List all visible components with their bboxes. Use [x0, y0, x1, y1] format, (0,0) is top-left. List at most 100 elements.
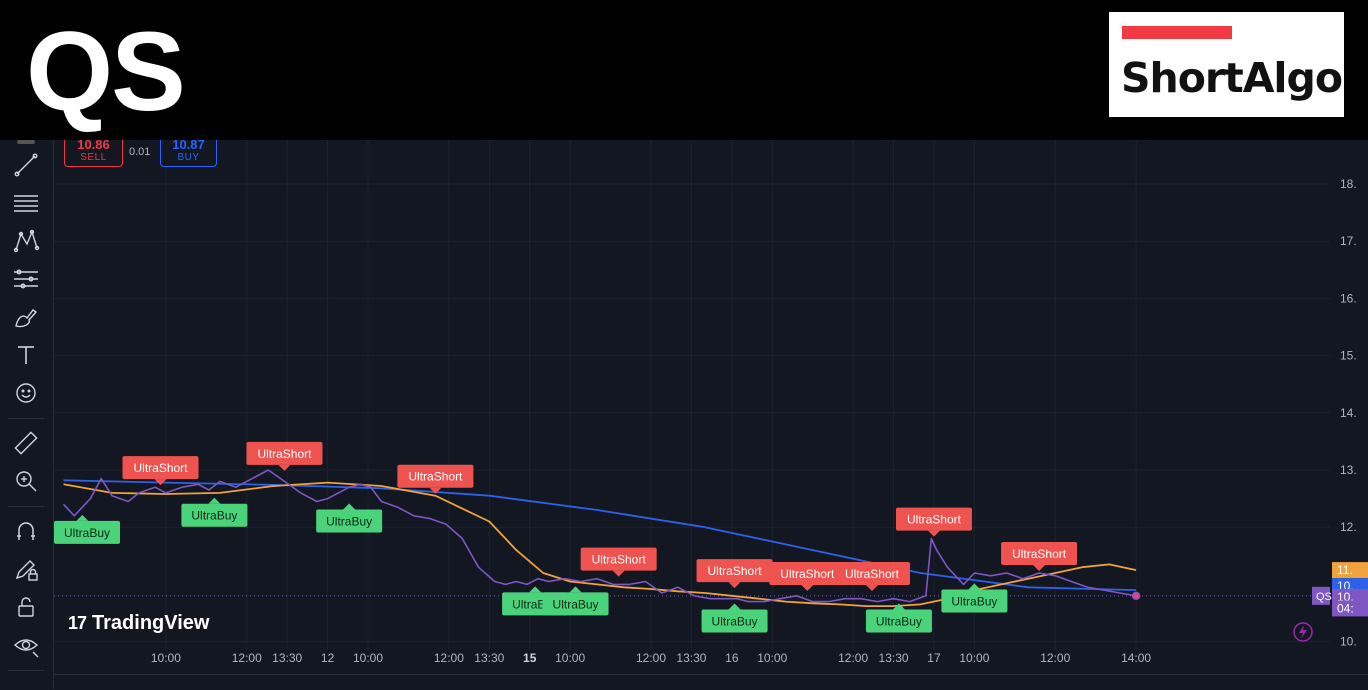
chart-signals: UltraBuy UltraShort UltraBuy UltraShort Ultr…: [54, 441, 1078, 633]
lightning-icon[interactable]: [1290, 620, 1316, 644]
toolbar-divider: [8, 670, 44, 671]
lock-drawing-icon[interactable]: [11, 554, 41, 584]
x-tick-label: 12:00: [434, 651, 464, 665]
ticker-symbol: QS: [26, 9, 186, 134]
x-tick-label: 10:00: [151, 651, 181, 665]
signal-label: UltraShort: [708, 564, 763, 578]
y-tick-label: 17.: [1340, 234, 1357, 248]
x-tick-label: 13:30: [272, 651, 302, 665]
signal-arrow: [612, 570, 625, 577]
signal-label: UltraShort: [845, 567, 900, 581]
price-scale-labels: 11.10.10.04:QS: [1312, 562, 1368, 617]
signal-box: [397, 464, 474, 488]
brush-icon[interactable]: [11, 302, 41, 332]
signal-arrow: [1033, 564, 1046, 571]
bottom-toolbar: [54, 674, 1368, 690]
signal-arrow: [801, 584, 814, 591]
price-label-text: 04:: [1337, 601, 1354, 615]
qs-label-box: [1312, 586, 1330, 605]
signal-label: UltraShort: [257, 447, 312, 461]
signal-box: [54, 520, 120, 544]
y-tick-label: 12.: [1340, 520, 1357, 534]
y-tick-label: 10.: [1340, 635, 1357, 649]
price-chart[interactable]: UltraBuy UltraShort UltraBuy UltraShort Ultr…: [54, 140, 1368, 674]
buy-price: 10.87: [172, 137, 205, 152]
x-tick-label: 16: [725, 651, 739, 665]
price-label-text: 11.: [1337, 563, 1353, 577]
signal-label: UltraBuy: [712, 615, 758, 629]
zoom-in-icon[interactable]: [11, 466, 41, 496]
sell-button[interactable]: 10.86 SELL: [64, 137, 123, 167]
signal-box: [833, 561, 910, 585]
signal-box: [580, 547, 657, 571]
x-tick-label: 12:00: [1040, 651, 1070, 665]
x-tick-label: 10:00: [757, 651, 787, 665]
x-tick-label: 13:30: [676, 651, 706, 665]
ultrabuy-signal: UltraBuy: [181, 497, 248, 527]
ultrabuy-signal: UltraBuy: [701, 603, 768, 633]
ultrashort-signal: UltraShort: [1001, 541, 1078, 571]
y-tick-label: 13.: [1340, 463, 1357, 477]
buy-button[interactable]: 10.87 BUY: [160, 137, 217, 167]
qs-label-text: QS: [1316, 591, 1332, 603]
eye-icon[interactable]: [11, 630, 41, 660]
ultrabuy-signal: UltraBuy: [54, 514, 120, 544]
signal-box: [865, 609, 932, 633]
y-tick-label: 15.: [1340, 349, 1357, 363]
logo-red-bar: [1122, 26, 1232, 39]
signal-arrow: [892, 603, 905, 610]
signal-label: UltraBuy: [876, 615, 922, 629]
y-axis: 18. 17. 16. 15. 14. 13. 12. 10.: [1340, 177, 1357, 649]
ultrabuy-signal: UltraBuy: [941, 583, 1008, 613]
series-line-price: [62, 469, 1137, 603]
x-tick-label: 10:00: [353, 651, 383, 665]
last-price-dot: [1131, 591, 1141, 601]
tradingview-text: TradingView: [92, 612, 210, 634]
shortalgo-logo: ShortAlgo: [1109, 12, 1344, 117]
signal-label: UltraBuy: [553, 597, 599, 611]
fib-retracement-icon[interactable]: [11, 188, 41, 218]
drawing-toolbar: [0, 140, 54, 689]
magnet-icon[interactable]: [11, 516, 41, 546]
price-label-box: [1332, 562, 1368, 579]
x-tick-label: 13:30: [879, 651, 909, 665]
lock-icon[interactable]: [11, 592, 41, 622]
ultrabuy-signal: UltraBuy: [542, 586, 609, 616]
prediction-icon[interactable]: [11, 264, 41, 294]
x-tick-label: 12: [321, 651, 335, 665]
ultrashort-signal: UltraShort: [895, 507, 972, 537]
crosshair-icon[interactable]: [11, 128, 41, 158]
signal-box: [316, 509, 383, 533]
signal-label: UltraBuy: [64, 526, 110, 540]
y-tick-label: 18.: [1340, 177, 1357, 191]
signal-arrow: [208, 497, 221, 504]
x-tick-label: 12:00: [636, 651, 666, 665]
x-tick-label: 10:00: [959, 651, 989, 665]
x-tick-label: 10:00: [555, 651, 585, 665]
emoji-icon[interactable]: [11, 378, 41, 408]
sell-price: 10.86: [77, 137, 110, 152]
ruler-icon[interactable]: [11, 428, 41, 458]
ultrashort-signal: UltraShort: [769, 561, 846, 591]
tradingview-logo-icon: 17: [68, 613, 87, 633]
toolbar-divider: [8, 418, 44, 419]
signal-label: UltraShort: [1012, 547, 1067, 561]
signal-label: UltraShort: [592, 553, 647, 567]
spread-value: 0.01: [129, 146, 151, 158]
ultrashort-signal: UltraShort: [580, 547, 657, 577]
signal-box: [122, 456, 199, 480]
y-tick-label: 14.: [1340, 406, 1357, 420]
ultrashort-signal: UltraShort: [696, 559, 773, 589]
x-tick-label: 17: [927, 651, 941, 665]
signal-label: UltraShort: [133, 461, 188, 475]
ultrashort-signal: UltraShort: [833, 561, 910, 591]
signal-box: [701, 609, 768, 633]
signal-label: UltraBuy: [951, 595, 997, 609]
signal-arrow: [529, 586, 542, 593]
signal-arrow: [968, 583, 981, 590]
pattern-icon[interactable]: [11, 226, 41, 256]
signal-box: [181, 503, 248, 527]
x-tick-label: 14:00: [1121, 651, 1151, 665]
trend-line-icon[interactable]: [11, 150, 41, 180]
text-icon[interactable]: [11, 340, 41, 370]
